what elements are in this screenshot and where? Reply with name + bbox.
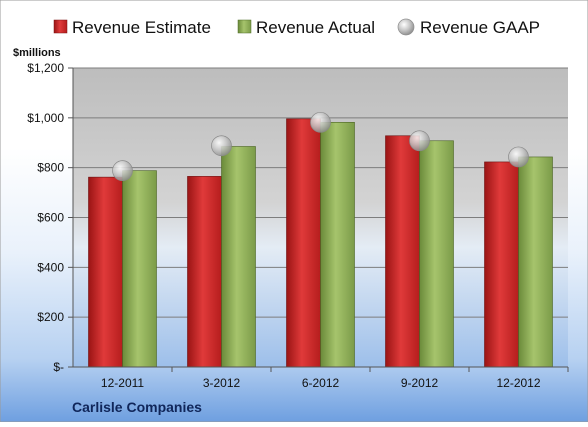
bar-revenue-actual bbox=[518, 156, 553, 368]
bar-revenue-actual bbox=[419, 140, 454, 368]
marker-revenue-gaap bbox=[211, 135, 232, 157]
x-tick-label: 3-2012 bbox=[203, 376, 241, 390]
y-axis-unit-label: $millions bbox=[13, 47, 61, 59]
legend-swatch-actual bbox=[237, 19, 252, 34]
x-axis-ticks: 12-2011 3-2012 6-2012 9-2012 12-2012 bbox=[101, 367, 569, 390]
legend-label-estimate: Revenue Estimate bbox=[72, 18, 211, 37]
y-tick-label: $1,000 bbox=[27, 111, 64, 125]
legend: Revenue Estimate Revenue Actual Revenue … bbox=[53, 18, 540, 37]
legend-label-gaap: Revenue GAAP bbox=[420, 18, 540, 37]
y-tick-label: $400 bbox=[37, 260, 64, 274]
marker-revenue-gaap bbox=[409, 130, 430, 152]
x-tick-label: 12-2011 bbox=[101, 376, 144, 390]
bar-revenue-estimate bbox=[385, 135, 420, 368]
legend-label-actual: Revenue Actual bbox=[256, 18, 375, 37]
bar-revenue-actual bbox=[221, 146, 256, 368]
company-name: Carlisle Companies bbox=[72, 399, 202, 415]
y-axis-ticks: $- $200 $400 $600 $800 $1,000 $1,200 bbox=[27, 61, 73, 374]
bar-revenue-actual bbox=[320, 122, 355, 368]
y-tick-label: $800 bbox=[37, 161, 64, 175]
y-tick-label: $1,200 bbox=[27, 61, 64, 75]
y-tick-label: $200 bbox=[37, 310, 64, 324]
bar-revenue-estimate bbox=[286, 118, 321, 368]
y-tick-label: $600 bbox=[37, 211, 64, 225]
bar-revenue-estimate bbox=[88, 176, 123, 368]
bar-revenue-estimate bbox=[187, 176, 222, 368]
legend-item-gaap: Revenue GAAP bbox=[397, 18, 540, 37]
bar-revenue-estimate bbox=[484, 161, 519, 368]
gaap-markers bbox=[112, 111, 529, 182]
bars bbox=[88, 118, 553, 368]
legend-item-estimate: Revenue Estimate bbox=[53, 18, 211, 37]
legend-item-actual: Revenue Actual bbox=[237, 18, 375, 37]
marker-revenue-gaap bbox=[112, 160, 133, 182]
y-tick-label: $- bbox=[53, 360, 64, 374]
bar-revenue-actual bbox=[122, 170, 157, 368]
legend-marker-gaap bbox=[397, 18, 415, 36]
legend-swatch-estimate bbox=[53, 19, 68, 34]
marker-revenue-gaap bbox=[508, 146, 529, 168]
x-tick-label: 6-2012 bbox=[302, 376, 340, 390]
x-tick-label: 9-2012 bbox=[401, 376, 439, 390]
x-tick-label: 12-2012 bbox=[496, 376, 540, 390]
marker-revenue-gaap bbox=[310, 111, 331, 133]
